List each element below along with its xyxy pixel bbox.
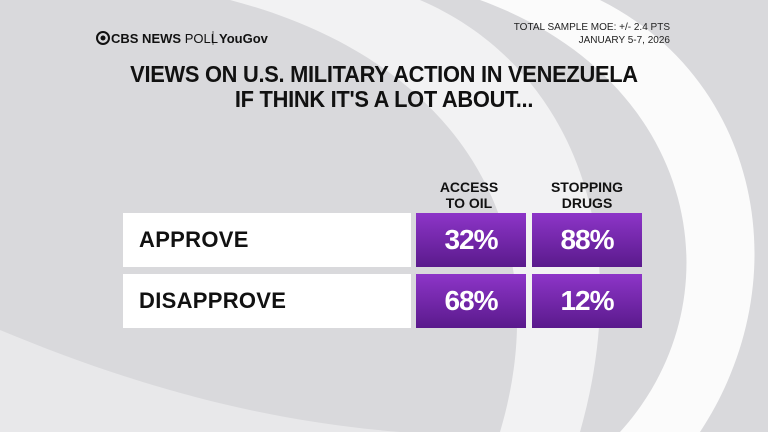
- row-label: DISAPPROVE: [123, 274, 411, 328]
- cell: 68%: [416, 274, 526, 328]
- cell: 12%: [532, 274, 642, 328]
- product: POLL: [184, 31, 218, 46]
- header-line: TO OIL: [445, 195, 493, 211]
- brand-block: CBS NEWS POLL: [111, 31, 218, 46]
- header-line: ACCESS: [439, 179, 499, 195]
- partner: YouGov: [219, 31, 268, 46]
- title-line: IF THINK IT'S A LOT ABOUT...: [234, 86, 534, 112]
- title-line: VIEWS ON U.S. MILITARY ACTION IN VENEZUE…: [130, 61, 638, 87]
- dates: JANUARY 5-7, 2026: [578, 35, 670, 46]
- cell: 32%: [416, 213, 526, 267]
- header-line: STOPPING: [550, 179, 624, 195]
- column-header: ACCESS TO OIL: [411, 179, 527, 211]
- column-header: STOPPING DRUGS: [529, 179, 645, 211]
- swoosh: [480, 0, 755, 432]
- swoosh: [230, 0, 601, 432]
- cbs-eye: [96, 31, 110, 45]
- cbs-eye: [100, 35, 106, 41]
- cell: 88%: [532, 213, 642, 267]
- brand: CBS NEWS: [111, 31, 182, 46]
- swoosh: [0, 330, 400, 432]
- header-line: DRUGS: [561, 195, 613, 211]
- moe: TOTAL SAMPLE MOE: +/- 2.4 PTS: [513, 22, 670, 33]
- row-label: APPROVE: [123, 213, 411, 267]
